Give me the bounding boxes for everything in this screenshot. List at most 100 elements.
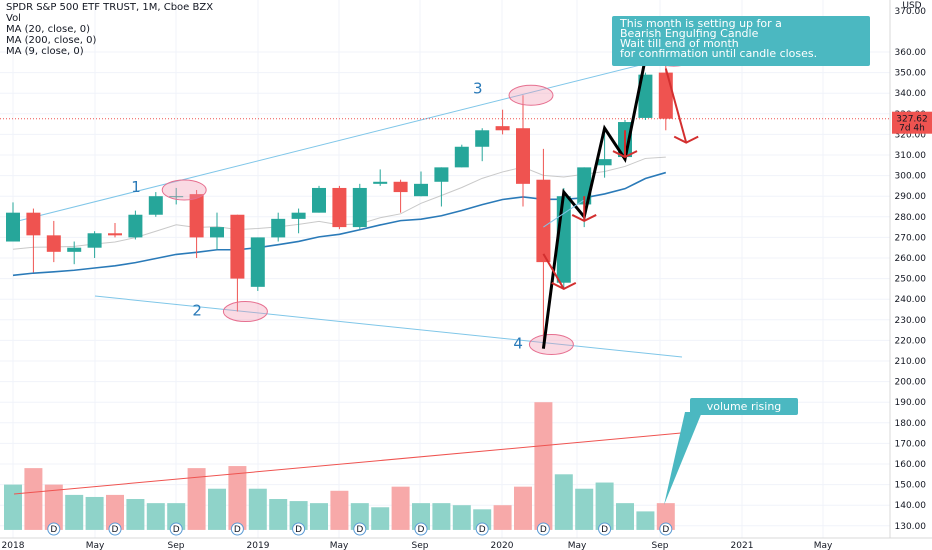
price-tick-label: 300.00	[895, 172, 927, 182]
price-tick-label: 240.00	[895, 295, 927, 305]
dividend-circle	[108, 522, 122, 536]
chart-legend: SPDR S&P 500 ETF TRUST, 1M, Cboe BZX Vol…	[6, 2, 213, 57]
candle-body	[312, 187, 326, 213]
dividend-label: D	[50, 525, 57, 535]
candle-body	[189, 194, 204, 238]
legend-ma9: MA (9, close, 0)	[6, 46, 84, 57]
price-tick-label: 290.00	[895, 192, 927, 202]
wave-marker-ellipse	[508, 84, 554, 106]
callout-top-box	[612, 16, 870, 66]
red-arrow	[664, 68, 688, 143]
top-price-label: 370.00	[895, 7, 927, 17]
time-tick-label: May	[330, 541, 349, 550]
price-tick-label: 150.00	[895, 481, 927, 491]
price-tick-label: 170.00	[895, 439, 927, 449]
callout-top-line: Wait till end of month	[620, 37, 739, 50]
candle-body	[169, 196, 184, 198]
wave-marker-ellipse	[528, 334, 574, 356]
time-tick-label: Sep	[412, 541, 429, 550]
volume-bar	[310, 503, 328, 530]
channel-bottom-line	[94, 295, 683, 358]
dividend-marker: D	[353, 522, 367, 536]
price-tick-label: 340.00	[895, 89, 927, 99]
candle-body	[87, 233, 102, 248]
volume-trend-line	[13, 431, 693, 495]
price-tick-label: 220.00	[895, 336, 927, 346]
candle-body	[230, 214, 245, 279]
volume-bar	[146, 503, 165, 530]
dividend-label: D	[662, 525, 669, 535]
callout-top-line: for confirmation until candle closes.	[620, 47, 817, 60]
wave-marker-ellipse	[222, 301, 268, 323]
volume-bar	[656, 503, 675, 530]
volume-bar	[412, 503, 430, 530]
callout-top-line: Bearish Engulfing Candle	[620, 27, 759, 40]
volume-bar	[636, 511, 655, 530]
price-tick-label: 250.00	[895, 275, 927, 285]
symbol-title: SPDR S&P 500 ETF TRUST, 1M, Cboe BZX	[6, 2, 214, 13]
candle-body	[6, 212, 20, 242]
volume-bar	[371, 507, 390, 530]
time-tick-label: May	[814, 541, 833, 550]
price-tick-label: 360.00	[895, 48, 927, 58]
dividend-marker: D	[414, 522, 428, 536]
candle-body	[148, 196, 163, 215]
volume-bar	[452, 505, 471, 530]
time-axis: 2018 May Sep 2019 May Sep 2020 May Sep 2021 May D D D…	[0, 522, 932, 550]
dividend-label: D	[173, 525, 180, 535]
volume-bar	[534, 402, 553, 530]
price-tick-label: 190.00	[895, 398, 927, 408]
trend-lines	[0, 34, 890, 495]
volume-bar	[65, 494, 84, 530]
dividend-circle	[47, 522, 61, 536]
dividend-circle	[536, 522, 550, 536]
time-tick-label: 2021	[731, 541, 754, 550]
price-tick-label: 200.00	[895, 378, 927, 388]
candle-body	[291, 212, 306, 219]
projection-arrows	[541, 57, 699, 349]
wave-marker-ellipse	[161, 179, 207, 201]
candle-body	[67, 247, 82, 252]
volume-bar	[514, 486, 532, 530]
dividend-label: D	[479, 525, 486, 535]
volume-bar	[391, 486, 410, 530]
candle-body	[271, 218, 286, 238]
price-tick-label: 230.00	[895, 316, 927, 326]
price-tick-label: 320.00	[895, 130, 927, 140]
dividend-circle	[292, 522, 306, 536]
dividend-marker: D	[659, 522, 673, 536]
dividend-marker: D	[169, 522, 183, 536]
volume-bar	[248, 488, 267, 530]
price-tick-label: 310.00	[895, 151, 927, 161]
price-tick-label: 270.00	[895, 233, 927, 243]
volume-bar	[616, 503, 634, 530]
legend-ma20: MA (20, close, 0)	[6, 24, 91, 35]
dividend-label: D	[418, 525, 425, 535]
dividend-marker: D	[108, 522, 122, 536]
callout-volume-text: volume rising	[707, 400, 782, 413]
volume-bar	[554, 474, 573, 530]
dividend-marker: D	[598, 522, 612, 536]
price-axis-bg	[890, 0, 932, 550]
last-price-text: 327.62	[896, 115, 928, 125]
dividend-label: D	[601, 525, 608, 535]
wave-label: 4	[513, 335, 523, 353]
wave-label: 1	[131, 178, 141, 196]
callout-top-line: This month is setting up for a	[619, 17, 782, 30]
price-tick-label: 350.00	[895, 69, 927, 79]
volume-bar	[187, 468, 206, 530]
price-tick-label: 130.00	[895, 522, 927, 532]
volume-bar	[350, 503, 369, 530]
volume-bar	[289, 501, 308, 530]
time-tick-label: Sep	[168, 541, 185, 550]
candle-body	[434, 167, 449, 182]
candle-body	[495, 126, 510, 131]
dividend-circle	[353, 522, 367, 536]
candle-body	[638, 74, 653, 118]
volume-bar	[4, 484, 22, 530]
time-tick-label: May	[86, 541, 105, 550]
time-tick-label: 2018	[2, 541, 25, 550]
red-arrow-head	[673, 135, 699, 144]
